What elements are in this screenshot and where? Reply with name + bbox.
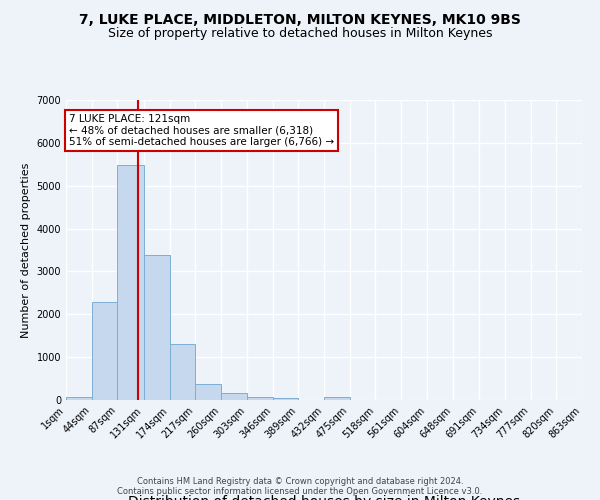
Text: 7, LUKE PLACE, MIDDLETON, MILTON KEYNES, MK10 9BS: 7, LUKE PLACE, MIDDLETON, MILTON KEYNES,…: [79, 12, 521, 26]
Text: 7 LUKE PLACE: 121sqm
← 48% of detached houses are smaller (6,318)
51% of semi-de: 7 LUKE PLACE: 121sqm ← 48% of detached h…: [69, 114, 334, 147]
Text: Size of property relative to detached houses in Milton Keynes: Size of property relative to detached ho…: [108, 28, 492, 40]
Bar: [118, 165, 144, 400]
Bar: [66, 396, 92, 400]
Bar: [247, 397, 272, 400]
Bar: [272, 398, 298, 400]
Y-axis label: Number of detached properties: Number of detached properties: [21, 162, 31, 338]
Bar: [170, 344, 195, 400]
Bar: [324, 397, 350, 400]
Bar: [195, 384, 221, 400]
Text: Contains HM Land Registry data © Crown copyright and database right 2024.: Contains HM Land Registry data © Crown c…: [137, 478, 463, 486]
Bar: [144, 254, 170, 400]
Bar: [221, 393, 247, 400]
Bar: [92, 302, 118, 400]
X-axis label: Distribution of detached houses by size in Milton Keynes: Distribution of detached houses by size …: [128, 496, 520, 500]
Text: Contains public sector information licensed under the Open Government Licence v3: Contains public sector information licen…: [118, 488, 482, 496]
